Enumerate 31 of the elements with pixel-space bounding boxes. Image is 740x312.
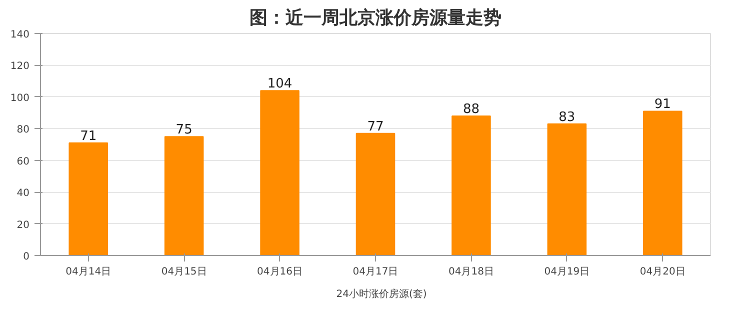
x-tick-label: 04月19日 — [544, 266, 590, 278]
bar — [164, 136, 204, 256]
x-tick-label: 04月15日 — [161, 266, 207, 278]
bar — [643, 110, 682, 256]
data-label: 75 — [176, 122, 192, 138]
x-tick-label: 04月18日 — [448, 266, 494, 278]
bar — [356, 132, 396, 256]
bar — [452, 115, 491, 256]
y-tick-label: 100 — [10, 92, 30, 104]
x-tick-label: 04月16日 — [257, 266, 303, 278]
y-tick-label: 0 — [23, 252, 30, 262]
bar — [68, 142, 108, 256]
data-label: 104 — [267, 76, 292, 92]
x-tick-label: 04月14日 — [66, 266, 112, 278]
y-tick-label: 80 — [16, 124, 30, 136]
y-tick-label: 20 — [16, 220, 30, 231]
data-label: 83 — [558, 110, 576, 125]
data-label: 88 — [462, 102, 480, 117]
x-tick-label: 04月20日 — [640, 266, 686, 278]
y-tick-label: 60 — [16, 156, 30, 168]
bar — [547, 123, 587, 256]
x-tick-label: 04月17日 — [352, 266, 398, 278]
bar — [260, 90, 300, 256]
data-label: 77 — [367, 119, 384, 134]
y-tick-label: 140 — [10, 30, 30, 40]
data-label: 71 — [80, 128, 97, 144]
data-label: 91 — [654, 97, 671, 112]
text: 24小时涨价房源(套) — [336, 288, 427, 301]
chart-title: 图：近一周北京涨价房源量走势 — [250, 8, 502, 28]
y-tick-label: 120 — [10, 61, 30, 72]
y-tick-label: 40 — [16, 188, 30, 200]
